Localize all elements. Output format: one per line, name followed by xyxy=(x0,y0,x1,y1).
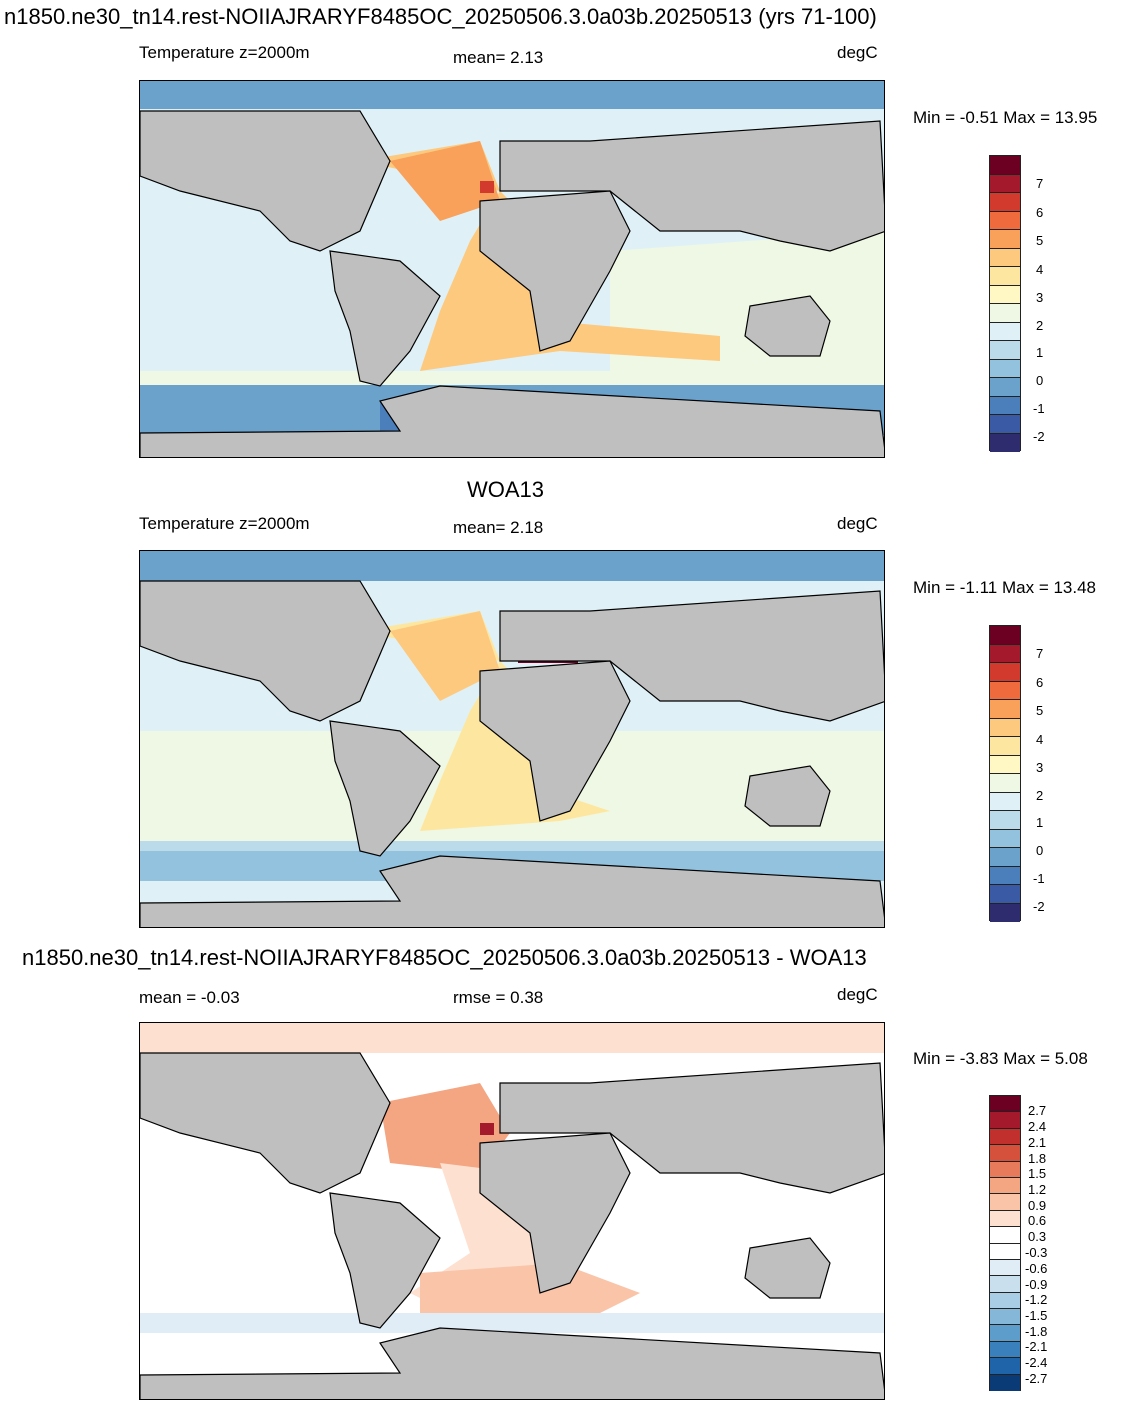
panel1-map-graphic xyxy=(140,81,884,457)
panel3-tick: -1.2 xyxy=(1025,1292,1048,1307)
panel3-tick: -0.3 xyxy=(1025,1245,1048,1260)
panel2-mean-label: mean= 2.18 xyxy=(453,518,544,537)
panel1-tick: 5 xyxy=(1036,233,1044,248)
panel3-minmax-label: Min = -3.83 Max = 5.08 xyxy=(913,1049,1088,1068)
panel3-mean-label: mean = -0.03 xyxy=(139,988,240,1007)
panel3-tick: 1.2 xyxy=(1028,1182,1047,1197)
panel1-tick: -2 xyxy=(1033,429,1045,444)
panel2-title: WOA13 xyxy=(467,477,545,502)
panel2-minmax-label: Min = -1.11 Max = 13.48 xyxy=(913,578,1097,597)
panel2-tick: 3 xyxy=(1036,760,1044,775)
panel3-rmse-label: rmse = 0.38 xyxy=(453,988,544,1007)
panel3-colorbar xyxy=(989,1095,1021,1392)
panel2-tick: -1 xyxy=(1033,871,1045,886)
panel2-tick: 6 xyxy=(1036,675,1044,690)
panel1-units-label: degC xyxy=(837,43,878,62)
panel2-tick: 2 xyxy=(1036,788,1044,803)
panel3-tick: -2.4 xyxy=(1025,1355,1048,1370)
panel2-tick: 7 xyxy=(1036,646,1044,661)
panel1-tick: 2 xyxy=(1036,318,1044,333)
panel2-tick: 4 xyxy=(1036,732,1044,747)
panel3-tick: 1.8 xyxy=(1028,1151,1047,1166)
panel2-tick: 5 xyxy=(1036,703,1044,718)
panel1-map xyxy=(139,80,885,458)
panel3-tick: 0.9 xyxy=(1028,1198,1047,1213)
panel2-units-label: degC xyxy=(837,514,878,533)
panel1-tick: 7 xyxy=(1036,176,1044,191)
panel3-tick: -2.1 xyxy=(1025,1339,1048,1354)
panel1-tick: 6 xyxy=(1036,205,1044,220)
panel2-variable-label: Temperature z=2000m xyxy=(139,514,310,533)
panel1-colorbar xyxy=(989,155,1021,452)
panel1-tick: 0 xyxy=(1036,373,1044,388)
panel3-tick: 2.1 xyxy=(1028,1135,1047,1150)
panel3-tick: 2.7 xyxy=(1028,1103,1047,1118)
panel3-map-graphic xyxy=(140,1023,884,1399)
panel3-tick: -1.5 xyxy=(1025,1308,1048,1323)
panel2-tick: 0 xyxy=(1036,843,1044,858)
panel3-tick: -0.6 xyxy=(1025,1261,1048,1276)
panel1-variable-label: Temperature z=2000m xyxy=(139,43,310,62)
panel3-tick: -0.9 xyxy=(1025,1277,1048,1292)
panel1-title: n1850.ne30_tn14.rest-NOIIAJRARYF8485OC_2… xyxy=(4,4,877,29)
panel3-tick: 0.3 xyxy=(1028,1229,1047,1244)
panel1-tick: 3 xyxy=(1036,290,1044,305)
panel2-map xyxy=(139,550,885,928)
panel3-map xyxy=(139,1022,885,1400)
panel1-tick: 4 xyxy=(1036,262,1044,277)
panel3-tick: 1.5 xyxy=(1028,1166,1047,1181)
panel3-tick: 2.4 xyxy=(1028,1119,1047,1134)
panel3-title: n1850.ne30_tn14.rest-NOIIAJRARYF8485OC_2… xyxy=(22,945,867,970)
panel2-colorbar xyxy=(989,625,1021,922)
panel1-mean-label: mean= 2.13 xyxy=(453,48,544,67)
panel1-minmax-label: Min = -0.51 Max = 13.95 xyxy=(913,108,1098,127)
panel1-tick: 1 xyxy=(1036,345,1044,360)
panel3-units-label: degC xyxy=(837,985,878,1004)
panel2-map-graphic xyxy=(140,551,884,927)
panel1-tick: -1 xyxy=(1033,401,1045,416)
panel2-tick: 1 xyxy=(1036,815,1044,830)
panel3-tick: -2.7 xyxy=(1025,1371,1048,1386)
panel2-tick: -2 xyxy=(1033,899,1045,914)
panel3-tick: -1.8 xyxy=(1025,1324,1048,1339)
panel3-tick: 0.6 xyxy=(1028,1213,1047,1228)
